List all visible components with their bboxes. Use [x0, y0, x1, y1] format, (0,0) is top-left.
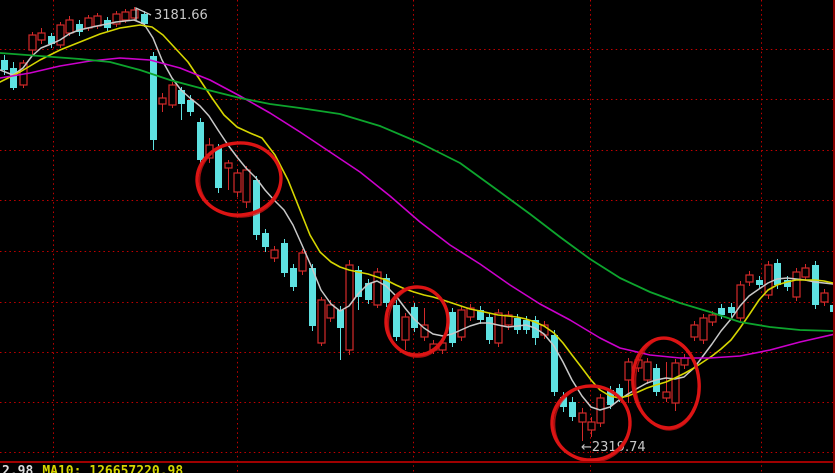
candle	[699, 314, 708, 344]
candle	[690, 321, 699, 341]
candle	[130, 7, 139, 21]
candle	[309, 264, 316, 331]
ma-white-line	[0, 19, 834, 411]
candle	[215, 144, 222, 193]
candle	[262, 229, 269, 252]
candle	[337, 306, 344, 360]
candle	[197, 118, 204, 167]
candle	[820, 289, 829, 306]
candle	[150, 52, 157, 150]
candle	[420, 308, 429, 341]
annotation-circle	[384, 285, 450, 358]
candle	[373, 268, 382, 308]
annotation-circle	[195, 141, 283, 218]
low-price-label: ←2319.74	[581, 440, 646, 455]
candle	[643, 358, 652, 384]
panel-separator	[0, 461, 835, 463]
candle	[224, 160, 233, 190]
status-value-close: 2.98	[2, 464, 34, 473]
candle	[290, 264, 297, 291]
candle	[449, 308, 456, 347]
candle	[28, 32, 37, 55]
candle	[569, 397, 576, 421]
candle	[168, 82, 177, 108]
candle	[540, 321, 549, 339]
candle	[671, 359, 680, 411]
candle	[37, 28, 46, 44]
candle	[680, 354, 689, 369]
candle	[774, 259, 781, 289]
candle	[756, 276, 763, 289]
candle	[801, 264, 810, 281]
candle	[736, 281, 745, 322]
ma-magenta-line	[0, 57, 835, 359]
candle	[745, 271, 754, 286]
ma-yellow-line	[0, 24, 834, 399]
candle	[298, 249, 307, 275]
candle	[233, 169, 242, 197]
high-price-label: 3181.66	[154, 8, 208, 23]
annotation-circle	[631, 336, 701, 431]
candle	[393, 300, 400, 341]
candle	[158, 93, 167, 112]
status-bar: 2.98 MA10: 126657220.98	[2, 464, 183, 473]
candle	[281, 239, 288, 277]
status-value-ma10: MA10: 126657220.98	[42, 464, 184, 473]
candle	[48, 33, 55, 48]
candle	[792, 268, 801, 301]
candle	[270, 246, 279, 262]
ma-green-line	[0, 52, 835, 332]
candle	[486, 313, 493, 344]
candle	[477, 306, 484, 324]
candle	[587, 417, 596, 437]
candlestick-series	[1, 7, 835, 441]
candle	[253, 176, 260, 240]
candle	[401, 313, 410, 350]
candle	[764, 261, 773, 299]
candle	[76, 20, 83, 36]
candle	[728, 303, 735, 317]
high-price-annotation: 3181.66	[135, 6, 208, 23]
candle	[812, 261, 819, 309]
candle	[317, 297, 326, 346]
candle	[411, 303, 418, 332]
candle	[242, 166, 251, 208]
candle	[457, 306, 466, 341]
candle	[466, 304, 475, 321]
chart-right-border	[833, 0, 835, 473]
candle	[178, 87, 185, 120]
candle	[578, 408, 587, 441]
candle	[355, 266, 362, 310]
candle	[56, 22, 65, 48]
candle	[551, 330, 558, 396]
candle	[112, 11, 121, 27]
